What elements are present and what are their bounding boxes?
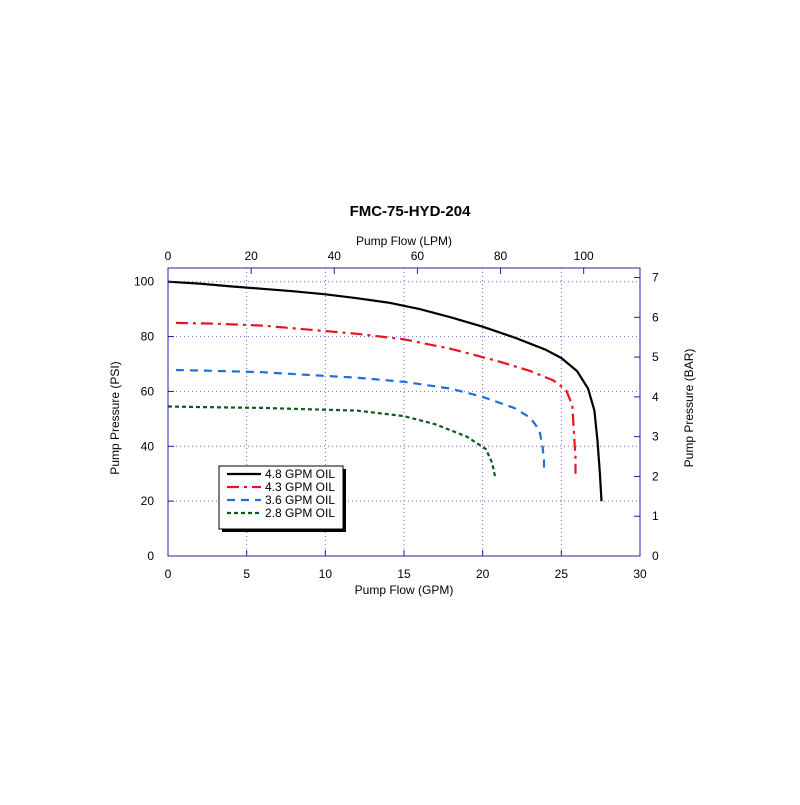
- y2-tick-label: 7: [652, 271, 659, 285]
- y2-tick-label: 2: [652, 469, 659, 483]
- legend-label-2: 4.3 GPM OIL: [265, 480, 335, 494]
- legend-label-4: 2.8 GPM OIL: [265, 506, 335, 520]
- x-tick-label: 10: [319, 567, 333, 581]
- x2-tick-label: 100: [574, 249, 594, 263]
- grid-layer: [168, 268, 640, 556]
- x-tick-label: 15: [397, 567, 411, 581]
- x-tick-label: 20: [476, 567, 490, 581]
- legend-box: [218, 465, 344, 530]
- y-tick-label: 0: [147, 549, 154, 563]
- ticks-layer: 0 5 10 15 20 25 30 0 20 40 60 80 100 0 20 40 60 80 100 0 1 2 3…: [134, 249, 659, 581]
- x2-tick-label: 40: [328, 249, 342, 263]
- y2-tick-label: 6: [652, 310, 659, 324]
- x-tick-label: 30: [633, 567, 647, 581]
- x2-tick-label: 80: [494, 249, 508, 263]
- x2-tick-label: 60: [411, 249, 425, 263]
- bottom-axis-label: Pump Flow (GPM): [355, 583, 454, 597]
- series-line-1: [167, 280, 603, 502]
- y2-tick-label: 3: [652, 430, 659, 444]
- x-tick-label: 0: [165, 567, 172, 581]
- right-axis-label: Pump Pressure (BAR): [682, 349, 696, 468]
- series-line-4: [167, 405, 497, 479]
- y-tick-label: 60: [141, 384, 155, 398]
- y2-tick-label: 5: [652, 350, 659, 364]
- x2-tick-label: 20: [244, 249, 258, 263]
- legend-label-3: 3.6 GPM OIL: [265, 493, 335, 507]
- y2-tick-label: 4: [652, 390, 659, 404]
- series-line-2: [175, 321, 577, 474]
- y2-tick-label: 1: [652, 509, 659, 523]
- top-axis-label: Pump Flow (LPM): [356, 234, 452, 248]
- y-tick-label: 20: [141, 494, 155, 508]
- x-tick-label: 5: [243, 567, 250, 581]
- x2-tick-label: 0: [165, 249, 172, 263]
- left-axis-label: Pump Pressure (PSI): [108, 361, 122, 474]
- y2-tick-label: 0: [652, 549, 659, 563]
- x-tick-label: 25: [555, 567, 569, 581]
- y-tick-label: 100: [134, 275, 154, 289]
- chart-title: FMC-75-HYD-204: [350, 203, 472, 220]
- y-tick-label: 40: [141, 439, 155, 453]
- y-tick-label: 80: [141, 330, 155, 344]
- series-layer: [167, 280, 603, 502]
- legend-label-1: 4.8 GPM OIL: [265, 467, 335, 481]
